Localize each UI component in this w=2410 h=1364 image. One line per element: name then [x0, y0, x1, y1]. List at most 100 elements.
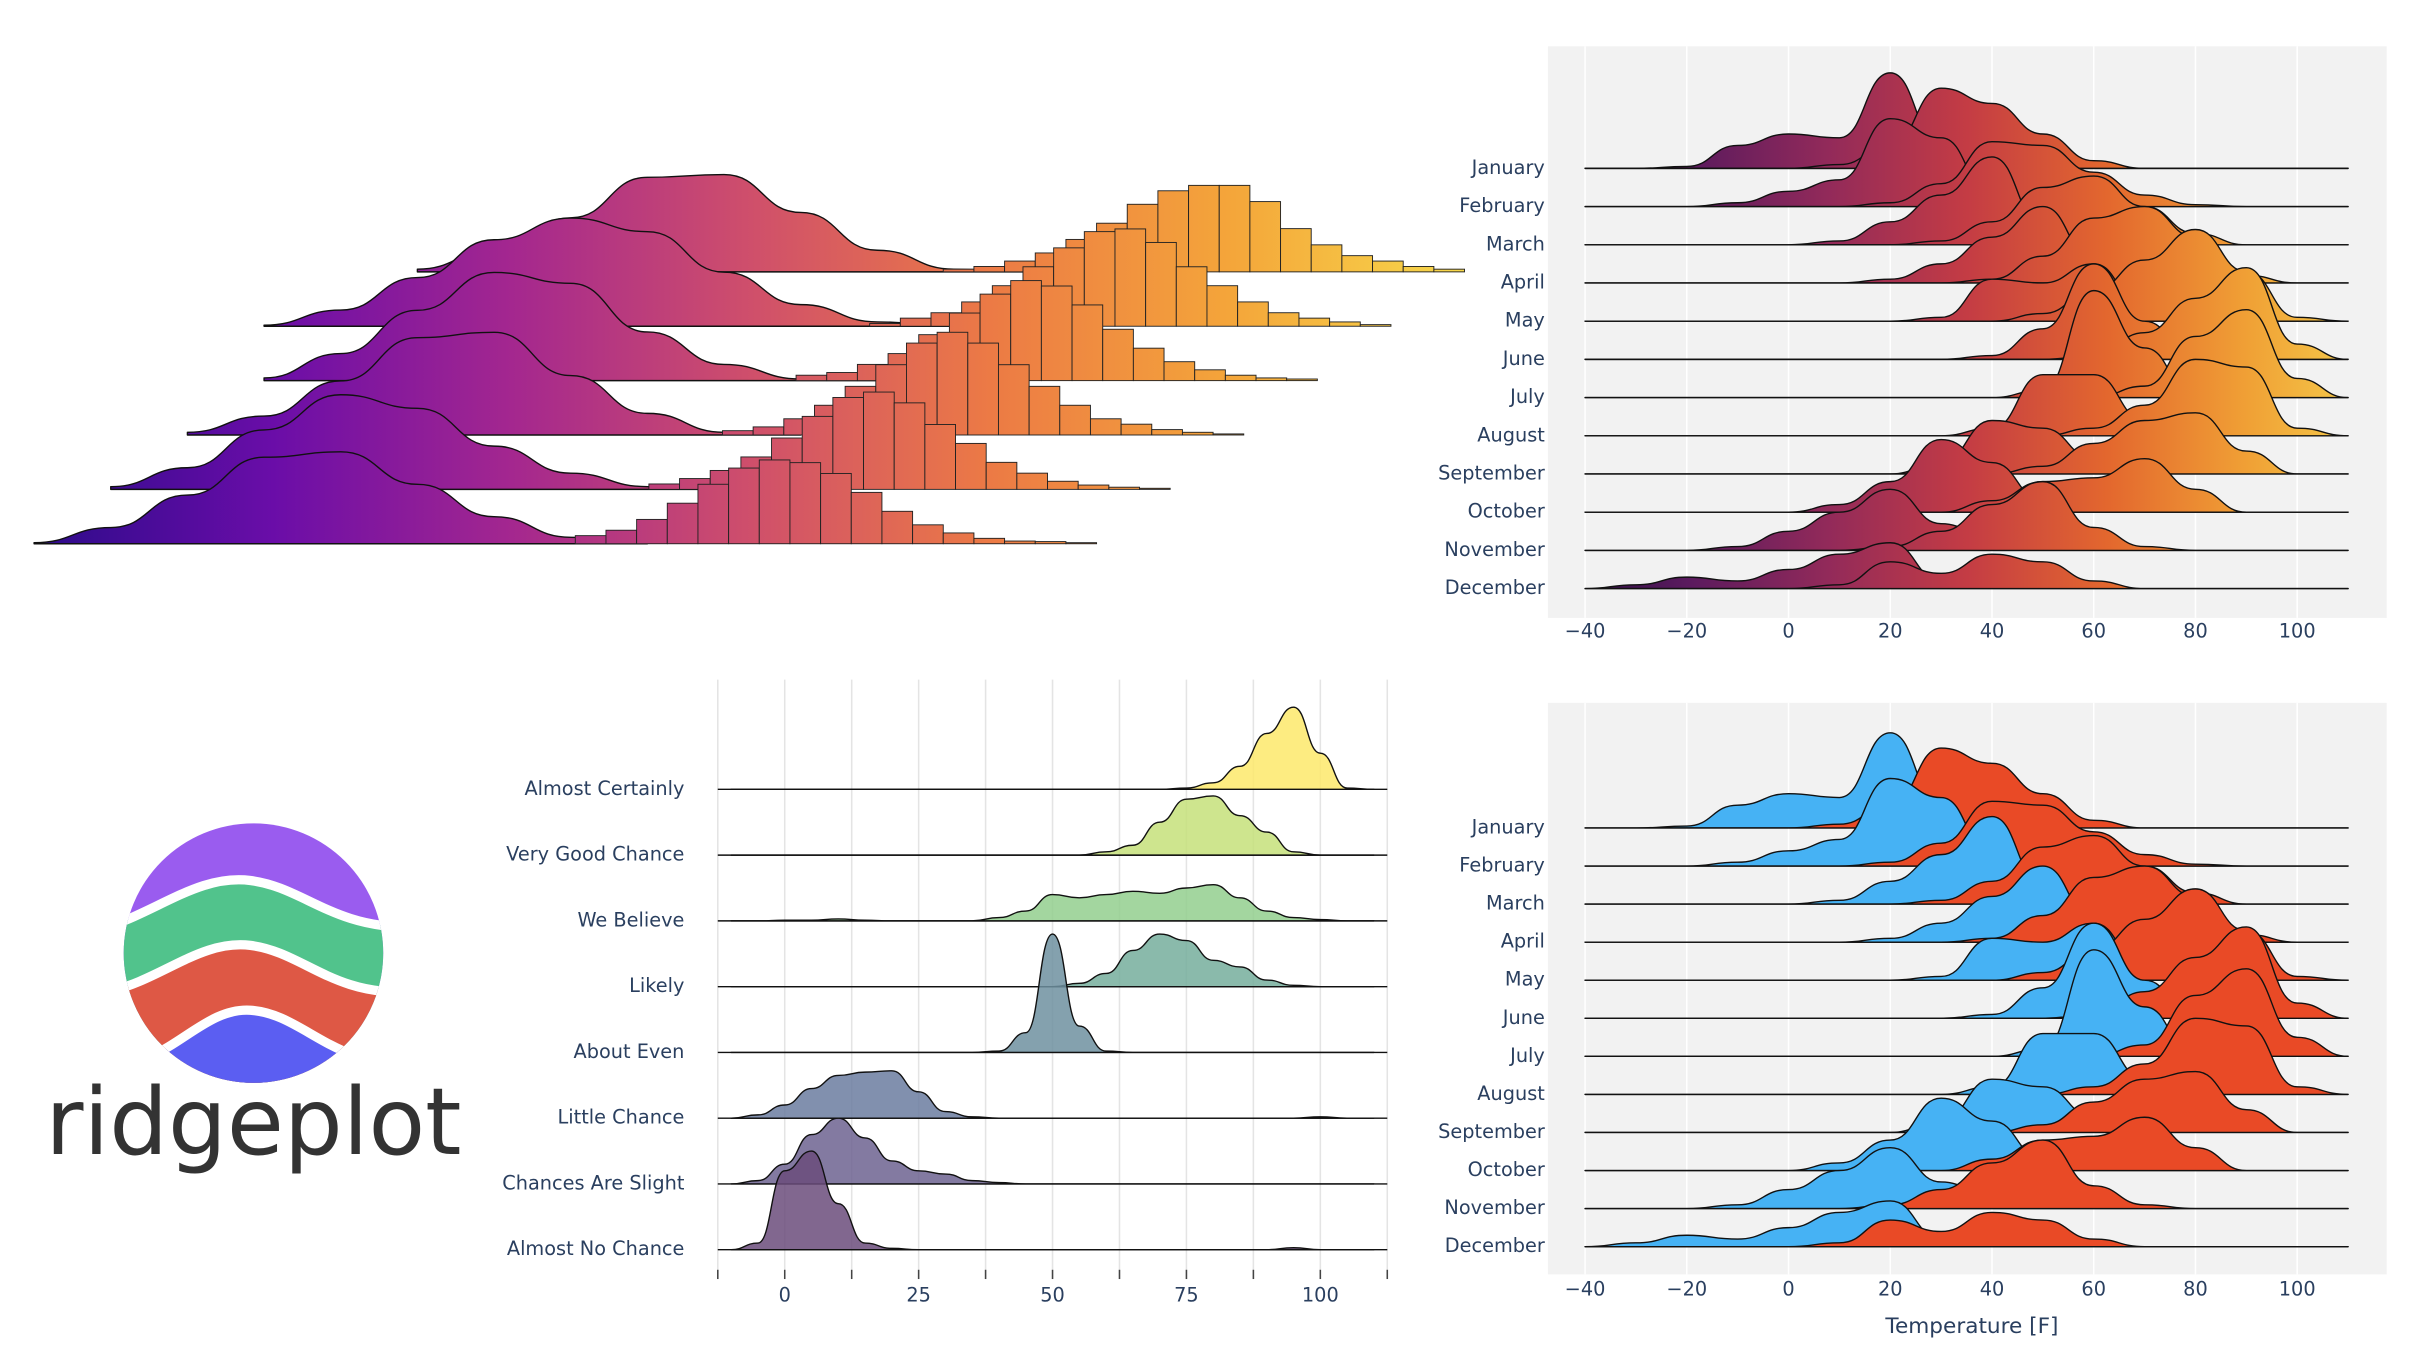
y-tick-label: Almost Certainly: [524, 777, 684, 800]
histogram-bar: [973, 537, 1006, 545]
histogram-bar: [1114, 228, 1147, 327]
histogram-bar: [1206, 285, 1239, 327]
histogram-bar: [863, 391, 895, 490]
histogram-bar: [997, 364, 1030, 436]
logo-text: ridgeplot: [45, 1068, 461, 1176]
histogram-bar: [1071, 304, 1104, 382]
y-tick-label: September: [1438, 1120, 1545, 1143]
x-tick-label: −40: [1565, 1277, 1606, 1300]
histogram-bar: [1280, 228, 1312, 273]
chart: −40 −20 0 20 40 60 80 100 January February March Ap…: [1438, 46, 2387, 642]
ridge-area: [1584, 480, 2349, 552]
x-axis-title: Temperature [F]: [1884, 1314, 2058, 1339]
ridge-area: [1584, 888, 2349, 981]
y-tick-label: Little Chance: [558, 1106, 685, 1129]
histogram-bar: [820, 472, 852, 545]
histogram-bar: [1286, 378, 1318, 382]
ridge-area: [33, 451, 649, 545]
histogram-bar: [1402, 266, 1435, 273]
y-tick-label: August: [1477, 1082, 1545, 1105]
ridge-area: [1584, 553, 2349, 590]
y-tick-label: March: [1486, 892, 1545, 915]
y-tick-label: November: [1444, 538, 1544, 561]
y-tick-label: April: [1501, 930, 1545, 953]
y-tick-label: September: [1438, 461, 1545, 484]
histogram-bar: [1249, 201, 1282, 273]
histogram-bar: [722, 430, 754, 436]
ridge-area: [186, 331, 802, 436]
histogram-bar: [605, 529, 638, 545]
chart: 0 25 50 75 100 Almost Certainly Very Good Chan…: [502, 679, 1389, 1307]
x-tick-label: −20: [1666, 1277, 1707, 1300]
histogram-bar: [1372, 260, 1404, 273]
histogram-bar: [1267, 312, 1300, 327]
histogram-bar: [955, 442, 987, 490]
x-tick-label: 25: [906, 1284, 931, 1307]
histogram-bar: [758, 459, 791, 545]
histogram-bar: [648, 483, 681, 490]
histogram-bar: [666, 502, 699, 545]
ridge-area: [730, 706, 1375, 791]
x-tick-label: 50: [1040, 1284, 1065, 1307]
histogram-bar: [697, 483, 730, 545]
ridge-area: [730, 1070, 1375, 1119]
ridge-area: [1584, 267, 2349, 361]
histogram-bar: [912, 524, 944, 545]
y-tick-label: April: [1501, 270, 1545, 293]
histogram-bar: [1212, 433, 1245, 436]
x-tick-label: 0: [779, 1284, 791, 1307]
histogram-bar: [1139, 487, 1171, 490]
x-tick-label: 100: [2279, 1277, 2316, 1300]
histogram-bar: [1433, 268, 1466, 273]
y-tick-label: October: [1468, 500, 1545, 523]
x-tick-label: 60: [2081, 619, 2106, 642]
histogram-bar: [1194, 369, 1226, 382]
histogram-bar: [942, 532, 975, 545]
ridge-area: [730, 933, 1375, 1054]
y-tick-label: December: [1445, 576, 1545, 599]
ridge-area: [1584, 228, 2349, 322]
ridge-area: [1584, 1116, 2349, 1172]
ridge-area: [730, 884, 1375, 922]
histogram-bar: [1132, 347, 1165, 382]
y-tick-label: February: [1459, 194, 1545, 217]
histogram-bar: [881, 510, 914, 545]
histogram-bar: [1341, 255, 1374, 273]
histogram-bar: [636, 518, 668, 545]
histogram-bar: [1175, 266, 1208, 327]
histogram-bar: [1034, 541, 1067, 545]
histogram-bar: [1047, 480, 1079, 490]
histogram-bar: [574, 535, 607, 545]
histogram-bar: [795, 374, 828, 382]
y-tick-label: July: [1509, 1044, 1545, 1067]
histogram-bar: [1163, 361, 1196, 382]
histogram-bar: [1145, 241, 1177, 327]
x-tick-label: 60: [2081, 1277, 2106, 1300]
ridge-area: [1584, 968, 2349, 1058]
ridge-area: [1584, 309, 2349, 399]
x-tick-label: 20: [1878, 619, 1903, 642]
histogram-bar: [1329, 321, 1361, 327]
histogram-bar: [1016, 472, 1048, 490]
histogram-bar: [789, 462, 822, 545]
ridge-area: [730, 1150, 1375, 1251]
histogram-bar: [1218, 184, 1251, 273]
x-tick-label: 40: [1980, 619, 2005, 642]
ridge-area: [1584, 140, 2349, 208]
histogram-bar: [1120, 423, 1153, 436]
histogram-bar: [973, 266, 1006, 273]
histogram-bar: [899, 317, 932, 327]
histogram-bar: [752, 426, 785, 436]
histogram-bar: [942, 268, 975, 273]
histogram-bar: [924, 424, 956, 490]
histogram-bar: [1059, 404, 1091, 436]
y-tick-label: Chances Are Slight: [502, 1171, 685, 1194]
ridge-area: [730, 1117, 1375, 1185]
x-tick-label: 100: [2279, 619, 2316, 642]
y-tick-label: November: [1444, 1196, 1544, 1219]
histogram-bar: [1065, 542, 1098, 545]
x-tick-label: 0: [1782, 619, 1794, 642]
x-tick-label: 0: [1782, 1277, 1794, 1300]
